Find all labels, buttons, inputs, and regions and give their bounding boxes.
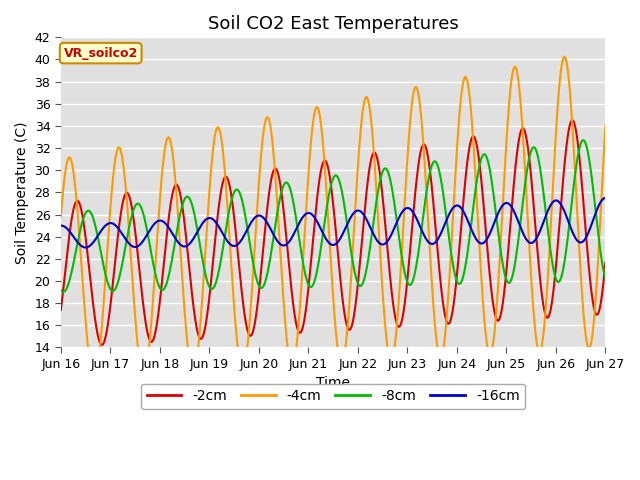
- -8cm: [566, 218, 573, 224]
- -2cm: [440, 310, 448, 315]
- X-axis label: Time: Time: [316, 376, 350, 390]
- -16cm: [600, 195, 608, 201]
- Text: VR_soilco2: VR_soilco2: [63, 47, 138, 60]
- Line: -16cm: -16cm: [61, 198, 605, 248]
- -16cm: [82, 245, 90, 251]
- -4cm: [57, 214, 65, 219]
- -8cm: [57, 288, 65, 293]
- -8cm: [602, 275, 609, 280]
- -4cm: [561, 54, 568, 60]
- -8cm: [60, 289, 67, 295]
- -2cm: [98, 342, 106, 348]
- -8cm: [401, 268, 408, 274]
- -2cm: [183, 244, 191, 250]
- -8cm: [540, 192, 548, 198]
- Line: -8cm: -8cm: [61, 140, 605, 292]
- -16cm: [566, 222, 573, 228]
- -4cm: [183, 338, 191, 344]
- -8cm: [440, 200, 448, 205]
- -16cm: [57, 223, 65, 228]
- Line: -4cm: -4cm: [61, 57, 605, 379]
- -8cm: [579, 137, 587, 143]
- -8cm: [601, 272, 609, 278]
- -8cm: [183, 193, 191, 199]
- -2cm: [540, 304, 548, 310]
- -2cm: [568, 118, 576, 123]
- Line: -2cm: -2cm: [61, 120, 605, 345]
- -2cm: [602, 260, 609, 265]
- Title: Soil CO2 East Temperatures: Soil CO2 East Temperatures: [208, 15, 458, 33]
- -16cm: [401, 206, 408, 212]
- -4cm: [401, 206, 408, 212]
- -16cm: [602, 195, 609, 201]
- -2cm: [57, 307, 65, 313]
- -16cm: [183, 243, 191, 249]
- -4cm: [440, 338, 448, 344]
- Y-axis label: Soil Temperature (C): Soil Temperature (C): [15, 121, 29, 264]
- -4cm: [90, 376, 98, 382]
- -16cm: [440, 222, 448, 228]
- -4cm: [602, 123, 609, 129]
- -4cm: [566, 89, 574, 95]
- -4cm: [540, 328, 548, 334]
- -4cm: [601, 136, 609, 142]
- -2cm: [401, 304, 408, 310]
- -16cm: [540, 218, 548, 224]
- Legend: -2cm, -4cm, -8cm, -16cm: -2cm, -4cm, -8cm, -16cm: [141, 384, 525, 408]
- -2cm: [601, 268, 609, 274]
- -2cm: [566, 122, 573, 128]
